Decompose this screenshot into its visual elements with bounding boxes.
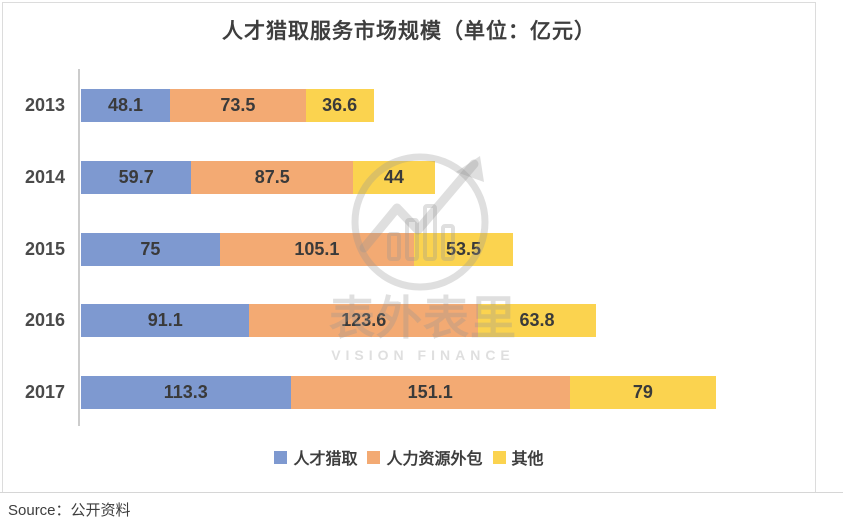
- bar-segment: 73.5: [169, 89, 306, 122]
- legend-swatch: [274, 450, 288, 464]
- bar-segment: 113.3: [81, 376, 291, 409]
- year-label: 2016: [24, 310, 65, 331]
- bar-value-label: 63.8: [519, 310, 555, 331]
- chart-card: 人才猎取服务市场规模（单位：亿元） 2013 48.1 73.5 36.6 2014 59…: [2, 2, 816, 492]
- chart-row: 2017 113.3 151.1 79: [3, 376, 815, 409]
- bar-value-label: 151.1: [407, 382, 453, 402]
- year-label: 2013: [24, 95, 65, 115]
- bar-segment: 79: [569, 376, 716, 409]
- bar-value-label: 79: [632, 382, 653, 402]
- bar-value-label: 73.5: [220, 95, 256, 115]
- bar-value-label: 36.6: [322, 95, 358, 115]
- legend-swatch: [367, 450, 381, 464]
- watermark-en-text: VISION FINANCE: [331, 346, 515, 363]
- watermark-logo-icon: [351, 153, 489, 291]
- bar-segment: 75: [81, 232, 220, 266]
- bar-value-label: 91.1: [147, 310, 183, 331]
- bar-value-label: 87.5: [254, 166, 290, 187]
- year-label: 2015: [24, 238, 65, 259]
- legend-label: 人才猎取: [293, 451, 358, 468]
- bar-segment: 59.7: [81, 160, 192, 194]
- chart-title: 人才猎取服务市场规模（单位：亿元）: [222, 20, 596, 43]
- bar-segment: 63.8: [478, 304, 596, 338]
- stacked-bar: 59.7 87.5 44: [81, 160, 435, 194]
- bar-segment: 105.1: [219, 232, 415, 266]
- legend-label: 人力资源外包: [386, 451, 483, 468]
- year-label: 2014: [24, 166, 65, 187]
- bar-segment: 87.5: [191, 160, 354, 194]
- bar-segment: 91.1: [81, 304, 250, 338]
- legend-item: 其他: [492, 445, 544, 469]
- chart-legend: 人才猎取 人力资源外包 其他: [3, 445, 815, 469]
- legend-label: 其他: [511, 451, 544, 468]
- bar-segment: 48.1: [81, 89, 170, 122]
- legend-item: 人才猎取: [274, 445, 357, 469]
- bar-value-label: 48.1: [107, 95, 143, 115]
- legend-item: 人力资源外包: [367, 445, 483, 469]
- bar-value-label: 75: [140, 238, 161, 259]
- chart-row: 2016 91.1 123.6 63.8: [3, 304, 815, 338]
- bar-value-label: 123.6: [341, 310, 387, 331]
- bar-value-label: 44: [383, 166, 404, 187]
- bar-segment: 123.6: [249, 304, 478, 338]
- bar-value-label: 105.1: [294, 238, 340, 259]
- bar-segment: 151.1: [290, 376, 570, 409]
- chart-row: 2015 75 105.1 53.5: [3, 232, 815, 266]
- bottom-divider: [0, 492, 843, 493]
- legend-swatch: [492, 450, 506, 464]
- stacked-bar: 48.1 73.5 36.6: [81, 89, 374, 122]
- stacked-bar: 75 105.1 53.5: [81, 232, 513, 266]
- y-axis-line: [78, 69, 80, 426]
- bar-value-label: 59.7: [118, 166, 154, 187]
- bar-segment: 36.6: [305, 89, 374, 122]
- stacked-bar: 91.1 123.6 63.8: [81, 304, 596, 338]
- bar-segment: 44: [353, 160, 435, 194]
- bar-value-label: 53.5: [445, 238, 481, 259]
- bar-value-label: 113.3: [163, 382, 208, 402]
- stacked-bar: 113.3 151.1 79: [81, 376, 716, 409]
- chart-row: 2013 48.1 73.5 36.6: [3, 89, 815, 122]
- bar-segment: 53.5: [414, 232, 513, 266]
- year-label: 2017: [24, 382, 65, 402]
- source-label: Source：公开资料: [8, 502, 131, 519]
- chart-row: 2014 59.7 87.5 44: [3, 160, 815, 194]
